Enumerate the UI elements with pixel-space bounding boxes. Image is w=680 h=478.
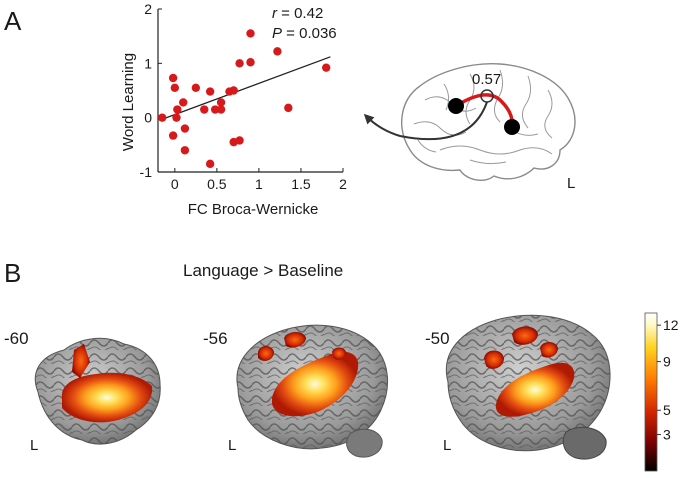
- data-point: [273, 47, 282, 56]
- data-point: [321, 63, 331, 72]
- brain-connectivity: 0.57 L: [363, 63, 576, 192]
- y-tick-label: -1: [140, 164, 153, 180]
- slice-3-activation-superior: [512, 326, 538, 345]
- data-point: [246, 58, 255, 67]
- x-axis-label: FC Broca-Wernicke: [188, 201, 319, 218]
- x-tick-label: 0.5: [207, 176, 227, 192]
- data-point: [200, 105, 209, 114]
- brain-outline-lateral: [401, 63, 576, 181]
- data-point: [216, 105, 226, 114]
- data-point: [180, 124, 190, 133]
- colorbar-tick-label: 3: [663, 427, 671, 443]
- data-point: [168, 73, 178, 83]
- y-tick-label: 2: [144, 1, 152, 17]
- slice-2-coordinate: -56: [203, 329, 228, 348]
- colorbar: 3 5 9 12: [644, 312, 679, 472]
- colorbar-gradient: [644, 312, 658, 472]
- brain-slice-3: -50 L: [425, 314, 611, 460]
- data-point: [180, 146, 190, 155]
- brain-slice-2: -56 L: [203, 324, 389, 458]
- data-point: [235, 136, 244, 145]
- panel-b-title: Language > Baseline: [183, 261, 343, 280]
- broca-node: [448, 98, 464, 114]
- scatter-ticks: 0 0.5 1 1.5 2 -1 0 1 2: [140, 1, 348, 192]
- data-point: [172, 113, 181, 122]
- slice-2-cerebellum: [346, 428, 383, 458]
- slice-3-activation-main: [495, 362, 575, 417]
- x-tick-label: 0: [171, 176, 179, 192]
- data-point: [246, 29, 255, 38]
- slice-3-hemisphere: L: [443, 437, 451, 454]
- data-point: [210, 105, 220, 114]
- panel-letter-a: A: [4, 6, 22, 36]
- slice-3-coordinate: -50: [425, 329, 450, 348]
- data-point: [170, 83, 180, 92]
- slice-3-cerebellum: [562, 426, 607, 460]
- data-point: [205, 159, 215, 169]
- colorbar-ticks: 3 5 9 12: [657, 317, 679, 443]
- colorbar-tick-label: 9: [663, 354, 671, 370]
- slice-2-activation-frontal: [258, 346, 274, 361]
- p-value-annotation: P = 0.036: [272, 25, 337, 42]
- fc-value-label: 0.57: [472, 71, 501, 88]
- p-symbol: P: [272, 25, 282, 42]
- r-value: = 0.42: [277, 5, 323, 22]
- correlation-annotation: r = 0.42: [272, 5, 323, 22]
- scatter-axes: [157, 9, 343, 173]
- panel-letter-b: B: [4, 258, 21, 288]
- slice-1-hemisphere: L: [30, 437, 38, 454]
- data-point: [235, 59, 244, 68]
- x-tick-label: 1.5: [291, 176, 311, 192]
- y-tick-label: 1: [144, 55, 152, 71]
- slice-1-activation-main: [61, 372, 153, 423]
- data-point: [216, 98, 226, 107]
- brain-hemisphere-label: L: [567, 175, 575, 192]
- slice-2-activation-superior: [284, 332, 306, 348]
- y-axis-label: Word Learning: [120, 53, 137, 151]
- slice-3-activation-parietal: [540, 342, 558, 358]
- scatter-points: [158, 29, 331, 169]
- r-symbol: r: [272, 5, 278, 22]
- data-point: [284, 103, 293, 113]
- scatter-plot: 0 0.5 1 1.5 2 -1 0 1 2 FC Broca-Wernicke Word Le…: [120, 1, 347, 218]
- colorbar-tick-label: 5: [663, 402, 671, 418]
- data-point: [179, 98, 188, 107]
- data-point: [229, 86, 238, 95]
- slice-1-activation-upper: [72, 344, 90, 378]
- wernicke-node: [504, 119, 520, 135]
- slice-1-coordinate: -60: [4, 329, 29, 348]
- x-tick-label: 2: [339, 176, 347, 192]
- slice-2-activation-main: [272, 351, 359, 417]
- colorbar-tick-label: 12: [663, 317, 679, 333]
- slice-2-hemisphere: L: [228, 437, 236, 454]
- slice-2-activation-parietal: [332, 347, 346, 360]
- scatter-fit-line: [161, 56, 331, 120]
- arrow-to-scatter: [363, 101, 488, 141]
- y-tick-label: 0: [144, 110, 152, 126]
- brain-slice-1: -60 L: [4, 329, 161, 454]
- p-value: = 0.036: [282, 25, 337, 42]
- regression-line: [161, 56, 331, 120]
- x-tick-label: 1: [255, 176, 263, 192]
- data-point: [168, 131, 178, 140]
- data-point: [205, 87, 215, 96]
- data-point: [173, 105, 182, 114]
- slice-3-activation-frontal: [484, 350, 504, 369]
- data-point: [191, 83, 201, 92]
- data-point: [158, 113, 167, 122]
